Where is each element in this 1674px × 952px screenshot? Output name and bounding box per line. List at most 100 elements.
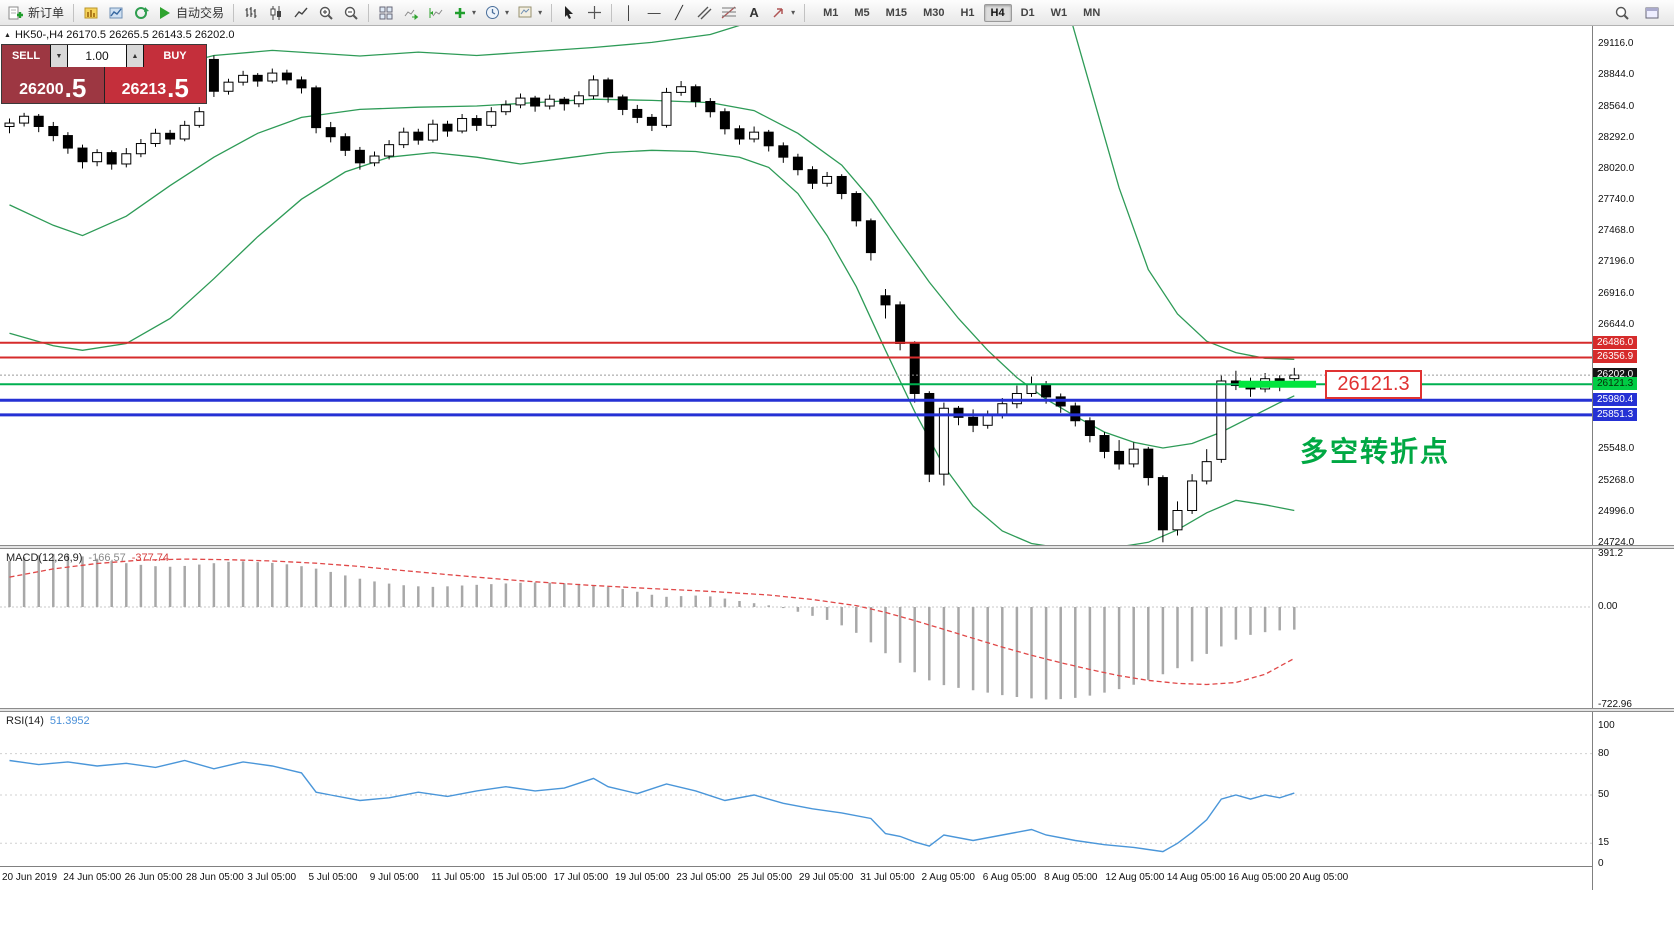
templates-button[interactable]: ▾: [514, 2, 546, 24]
price-axis-tick: 27740.0: [1598, 194, 1635, 206]
panel-divider: [0, 708, 1674, 712]
chart-header: ▲ HK50-,H4 26170.5 26265.5 26143.5 26202…: [4, 29, 235, 41]
timeframe-button-m1[interactable]: M1: [823, 6, 839, 19]
lot-decrease-button[interactable]: ▼: [51, 45, 67, 67]
timeframe-button-mn[interactable]: MN: [1083, 6, 1101, 19]
price-level-tag: 26486.0: [1593, 335, 1638, 349]
main-chart-canvas[interactable]: [0, 26, 1592, 545]
new-window-icon[interactable]: [1640, 2, 1664, 24]
buy-button[interactable]: BUY: [144, 45, 206, 67]
panel-divider: [0, 545, 1674, 549]
timeframe-button-h4[interactable]: H4: [983, 3, 1012, 22]
auto-scroll-icon[interactable]: [399, 2, 423, 24]
separator: [611, 3, 613, 22]
macd-axis-tick: -722.96: [1598, 699, 1632, 711]
turning-point-label: 多空转折点: [1300, 436, 1451, 467]
price-level-tag: 26356.9: [1593, 350, 1638, 364]
sell-price-frac: .5: [64, 73, 87, 103]
profiles-icon[interactable]: [104, 2, 128, 24]
time-axis-label: 11 Jul 05:00: [431, 872, 485, 883]
lot-increase-button[interactable]: ▲: [127, 45, 143, 67]
refresh-icon[interactable]: [129, 2, 153, 24]
one-click-trading-panel: SELL ▼ 1.00 ▲ BUY 26200 .5 26213 .5: [1, 44, 207, 104]
price-level-tag: 25980.4: [1593, 393, 1638, 407]
crosshair-icon[interactable]: [582, 2, 606, 24]
fibonacci-tool-icon[interactable]: [717, 2, 741, 24]
price-axis-tick: 28292.0: [1598, 131, 1635, 143]
trendline-tool-icon[interactable]: ╱: [675, 4, 683, 20]
timeframe-button-d1[interactable]: D1: [1020, 6, 1035, 19]
time-axis-label: 29 Jul 05:00: [798, 872, 854, 883]
toolbar: 新订单 自动交易: [0, 0, 1674, 26]
macd-name: MACD(12,26,9): [6, 552, 83, 564]
macd-axis-tick: 391.2: [1598, 547, 1624, 559]
periods-button[interactable]: ▾: [481, 2, 513, 24]
sell-button[interactable]: SELL: [2, 45, 50, 67]
line-chart-type-icon[interactable]: [289, 2, 313, 24]
autotrade-play-icon: [158, 6, 172, 20]
search-icon[interactable]: [1610, 2, 1634, 24]
autotrade-button[interactable]: 自动交易: [154, 2, 228, 24]
time-axis-label: 28 Jun 05:00: [185, 872, 244, 883]
time-axis-label: 25 Jul 05:00: [737, 872, 793, 883]
sell-price[interactable]: 26200 .5: [2, 67, 105, 103]
tile-windows-icon[interactable]: [374, 2, 398, 24]
price-axis-tick: 28844.0: [1598, 68, 1635, 80]
time-axis-label: 15 Jul 05:00: [492, 872, 547, 883]
zoom-out-icon[interactable]: [339, 2, 363, 24]
new-order-icon: [8, 5, 24, 21]
timeframe-bar: M1 M5 M15 M30 H1 H4 D1 W1 MN: [816, 3, 1107, 22]
zoom-in-icon[interactable]: [314, 2, 338, 24]
time-axis-label: 12 Aug 05:00: [1105, 872, 1165, 883]
channel-tool-icon[interactable]: [692, 2, 716, 24]
new-order-button[interactable]: 新订单: [4, 2, 68, 24]
price-axis-tick: 28020.0: [1598, 162, 1635, 174]
bar-chart-type-icon[interactable]: [239, 2, 263, 24]
timeframe-button-w1[interactable]: W1: [1050, 6, 1068, 19]
macd-signal-value: -377.74: [131, 552, 170, 564]
cursor-icon[interactable]: [557, 2, 581, 24]
buy-price[interactable]: 26213 .5: [104, 67, 206, 103]
chart-shift-icon[interactable]: [424, 2, 448, 24]
time-axis-label: 14 Aug 05:00: [1166, 872, 1226, 883]
timeframe-button-m30[interactable]: M30: [923, 6, 945, 19]
chevron-down-icon: ▾: [472, 8, 477, 17]
price-axis[interactable]: 29116.0 28844.0 28564.0 28292.0 28020.0 27740…: [1593, 26, 1674, 890]
rsi-axis-tick: 50: [1598, 789, 1610, 800]
separator: [551, 3, 553, 22]
time-axis-label: 9 Jul 05:00: [369, 872, 419, 883]
arrows-tool-icon[interactable]: ▾: [767, 2, 799, 24]
new-order-label: 新订单: [28, 6, 65, 20]
candlestick-chart-type-icon[interactable]: [264, 2, 288, 24]
time-axis-label: 20 Aug 05:00: [1289, 872, 1349, 883]
chevron-down-icon: ▾: [505, 8, 510, 17]
indicators-button[interactable]: ▾: [449, 2, 480, 24]
charts-icon[interactable]: [79, 2, 103, 24]
macd-main-value: -166.57: [88, 552, 126, 564]
separator: [804, 3, 806, 22]
lot-size-input[interactable]: 1.00: [68, 45, 126, 67]
chart-shift-marker-icon: ▲: [4, 31, 11, 39]
macd-axis-tick: 0.00: [1598, 600, 1618, 612]
text-tool-icon[interactable]: A: [749, 4, 759, 20]
time-axis-label: 5 Jul 05:00: [308, 872, 358, 883]
timeframe-button-m5[interactable]: M5: [854, 6, 870, 19]
price-axis-tick: 24996.0: [1598, 506, 1635, 518]
timeframe-button-m15[interactable]: M15: [885, 6, 908, 19]
price-level-tag: 26121.3: [1593, 377, 1638, 391]
symbol-ohlc-label: HK50-,H4 26170.5 26265.5 26143.5 26202.0: [14, 29, 235, 41]
rsi-value: 51.3952: [49, 715, 90, 727]
timeframe-button-h1[interactable]: H1: [960, 6, 975, 19]
time-axis-label: 2 Aug 05:00: [921, 872, 975, 883]
macd-panel: [0, 549, 1592, 708]
time-axis-label: 19 Jul 05:00: [615, 872, 670, 883]
price-callout-box: 26121.3: [1325, 370, 1422, 399]
rsi-name: RSI(14): [6, 715, 44, 727]
horizontal-line-tool-icon[interactable]: —: [647, 4, 661, 20]
time-axis[interactable]: 20 Jun 2019 24 Jun 05:00 26 Jun 05:00 28 Ju…: [0, 866, 1592, 890]
vertical-line-tool-icon[interactable]: │: [625, 4, 634, 20]
separator: [233, 3, 235, 22]
price-axis-tick: 27196.0: [1598, 256, 1635, 268]
time-axis-label: 20 Jun 2019: [2, 872, 58, 883]
